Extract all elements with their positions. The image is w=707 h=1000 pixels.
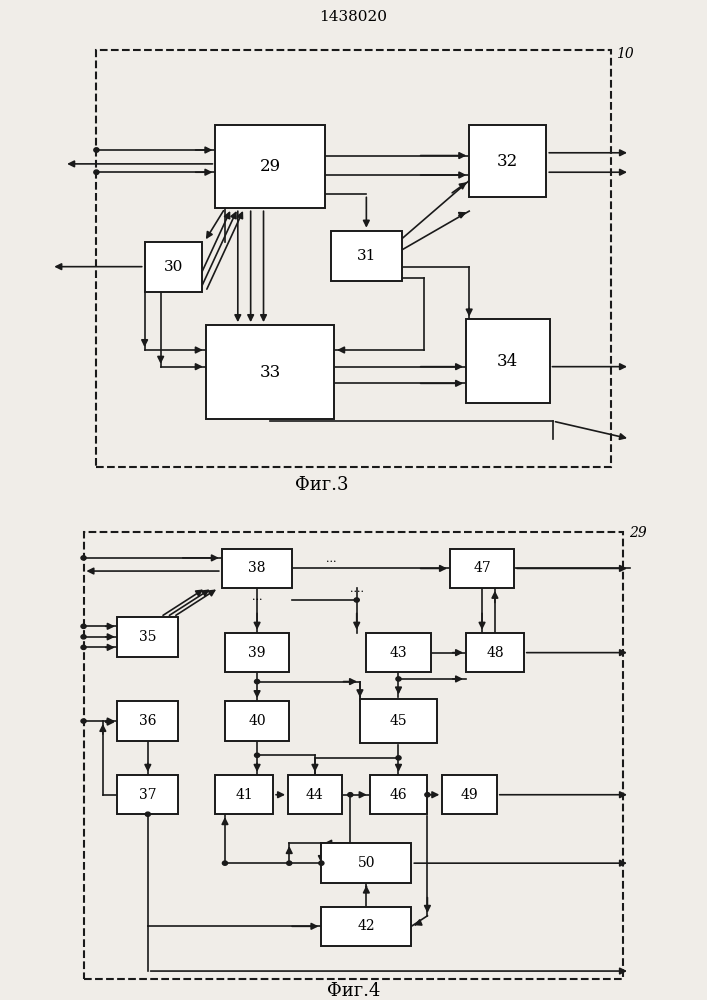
Circle shape — [255, 753, 259, 757]
Bar — [222, 549, 293, 588]
Text: 46: 46 — [390, 788, 407, 802]
Bar — [117, 775, 178, 814]
Bar — [225, 701, 289, 741]
Text: ...: ... — [252, 592, 262, 602]
Bar — [83, 532, 624, 979]
Bar — [145, 242, 202, 292]
Bar — [322, 843, 411, 883]
Bar — [469, 125, 547, 197]
Circle shape — [81, 645, 86, 649]
Text: 32: 32 — [497, 153, 518, 170]
Text: 34: 34 — [497, 353, 518, 370]
Bar — [442, 775, 496, 814]
Circle shape — [286, 861, 292, 865]
Circle shape — [396, 756, 401, 760]
Text: 29: 29 — [629, 526, 646, 540]
Bar — [466, 319, 549, 403]
Text: 39: 39 — [248, 646, 266, 660]
Text: 37: 37 — [139, 788, 157, 802]
Circle shape — [94, 148, 99, 152]
Text: 29: 29 — [259, 158, 281, 175]
Text: 10: 10 — [616, 47, 633, 61]
Bar — [216, 775, 273, 814]
Bar — [370, 775, 428, 814]
Text: 1438020: 1438020 — [320, 10, 387, 24]
Text: ....: .... — [350, 584, 363, 594]
Text: 50: 50 — [358, 856, 375, 870]
Circle shape — [348, 793, 353, 797]
Text: 48: 48 — [486, 646, 503, 660]
Text: 30: 30 — [164, 260, 183, 274]
Text: Φиг.3: Φиг.3 — [295, 476, 348, 494]
Text: 36: 36 — [139, 714, 156, 728]
Circle shape — [94, 170, 99, 174]
Bar — [322, 907, 411, 946]
Circle shape — [255, 679, 259, 684]
Text: 40: 40 — [248, 714, 266, 728]
Text: ...: ... — [326, 554, 337, 564]
Text: 31: 31 — [356, 249, 376, 263]
Text: 43: 43 — [390, 646, 407, 660]
Bar — [366, 633, 431, 672]
Text: 33: 33 — [259, 364, 281, 381]
Circle shape — [81, 624, 86, 628]
Bar — [117, 617, 178, 657]
Bar — [360, 699, 437, 743]
Text: 49: 49 — [460, 788, 478, 802]
Text: 35: 35 — [139, 630, 156, 644]
Bar — [331, 231, 402, 281]
Bar — [206, 325, 334, 419]
Bar — [288, 775, 342, 814]
Text: 47: 47 — [473, 561, 491, 575]
Bar — [216, 125, 325, 208]
Text: 44: 44 — [306, 788, 324, 802]
Circle shape — [145, 812, 151, 816]
Text: Φиг.4: Φиг.4 — [327, 982, 380, 1000]
Circle shape — [81, 719, 86, 723]
Circle shape — [81, 556, 86, 560]
Bar — [466, 633, 524, 672]
Circle shape — [396, 677, 401, 681]
Text: 45: 45 — [390, 714, 407, 728]
Circle shape — [223, 861, 228, 865]
Circle shape — [354, 598, 359, 602]
Text: 42: 42 — [358, 919, 375, 933]
Circle shape — [425, 793, 430, 797]
Circle shape — [81, 635, 86, 639]
Bar — [225, 633, 289, 672]
Text: 38: 38 — [248, 561, 266, 575]
Bar — [117, 701, 178, 741]
Text: 41: 41 — [235, 788, 253, 802]
Bar — [450, 549, 514, 588]
Circle shape — [319, 861, 324, 865]
Bar — [96, 50, 611, 467]
